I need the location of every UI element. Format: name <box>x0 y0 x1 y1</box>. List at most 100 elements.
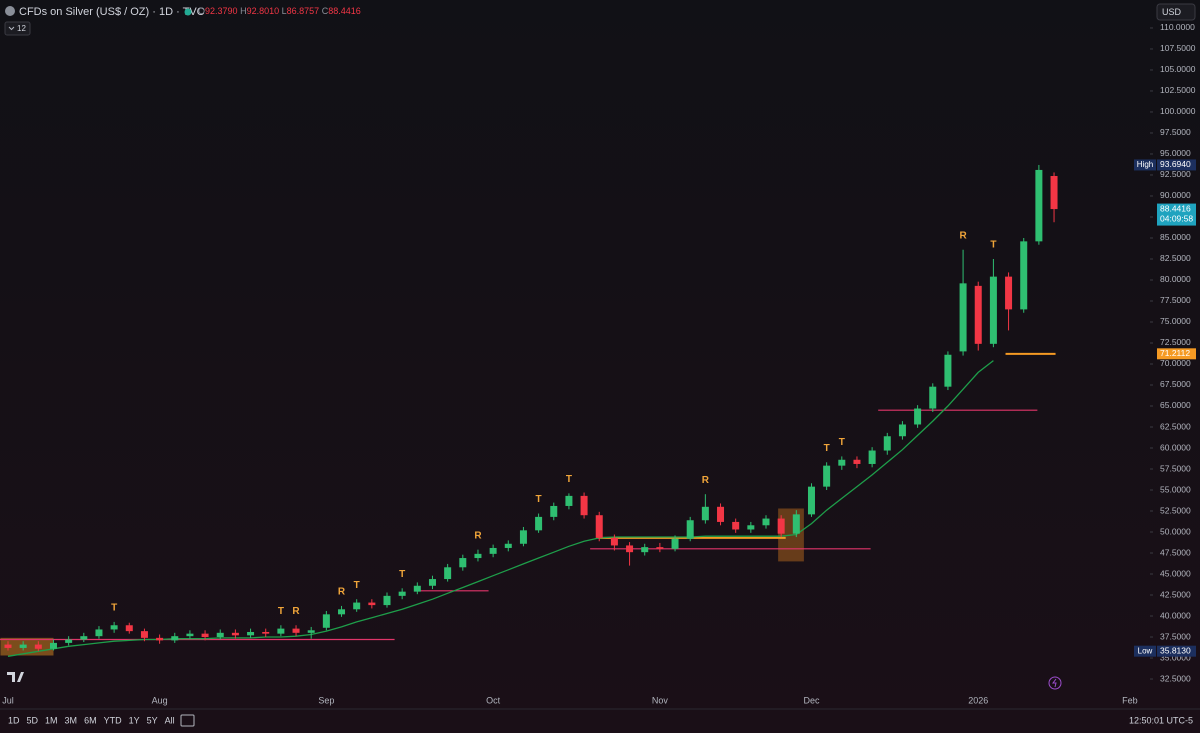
toolbar: 12:50:01 UTC-5 1D 5D 1M 3M 6M YTD 1Y 5Y All <box>8 714 1193 727</box>
y-tick-label: 110.0000 <box>1160 22 1195 32</box>
candle-body <box>641 547 649 553</box>
currency: USD <box>1162 7 1182 17</box>
y-tick-label: 40.0000 <box>1160 610 1191 620</box>
ohlc: O92.3790 H92.8010 L86.8757 C88.4416 <box>198 6 361 16</box>
candle-body <box>959 283 967 352</box>
range-button[interactable]: 6M <box>84 715 97 725</box>
candle <box>898 421 906 440</box>
ohlc-key: O <box>198 6 205 16</box>
candle <box>671 535 679 552</box>
y-tick-label: 47.5000 <box>1160 547 1191 557</box>
candle-body <box>140 631 148 638</box>
y-tick-label: 92.5000 <box>1160 169 1191 179</box>
candle <box>216 629 224 640</box>
candle-body <box>19 644 27 648</box>
candle <box>489 544 497 558</box>
clock: 12:50:01 UTC-5 <box>1129 715 1193 725</box>
candle <box>914 405 922 428</box>
x-tick-label: Oct <box>486 695 501 705</box>
range-button[interactable]: 5Y <box>147 715 158 725</box>
candle <box>974 281 982 351</box>
y-tick-label: 97.5000 <box>1160 127 1191 137</box>
candle <box>807 483 815 517</box>
candle <box>110 621 118 633</box>
candle <box>535 513 543 533</box>
candle-body <box>974 285 982 344</box>
signal-label: T <box>990 240 996 251</box>
candle-body <box>292 628 300 633</box>
candle-body <box>95 629 103 637</box>
range-button[interactable]: 1Y <box>129 715 140 725</box>
alert-icon[interactable] <box>1048 676 1062 690</box>
candle <box>883 432 891 455</box>
range-button[interactable]: 1D <box>8 715 20 725</box>
price-tag: High <box>1137 160 1153 169</box>
candle-body <box>338 609 346 615</box>
signal-label: T <box>278 606 284 617</box>
y-tick-label: 70.0000 <box>1160 358 1191 368</box>
candle-body <box>1035 169 1043 242</box>
y-tick-label: 52.5000 <box>1160 505 1191 515</box>
candle <box>171 632 179 643</box>
y-tick-label: 32.5000 <box>1160 673 1191 683</box>
candle <box>519 526 527 547</box>
indicators-toggle[interactable] <box>4 21 31 36</box>
candle <box>277 625 285 637</box>
candle <box>34 641 42 652</box>
candle <box>1050 172 1058 223</box>
candle-body <box>474 553 482 559</box>
candle <box>868 447 876 468</box>
candle <box>944 351 952 391</box>
currency-button[interactable] <box>1156 3 1196 21</box>
candle-body <box>595 515 603 538</box>
signal-label: T <box>111 603 117 614</box>
ohlc-value: 92.3790 <box>205 6 238 16</box>
candle-body <box>838 459 846 466</box>
candle-body <box>65 639 73 643</box>
range-button[interactable]: YTD <box>104 715 123 725</box>
candle <box>504 540 512 552</box>
candle <box>201 630 209 641</box>
candle <box>292 625 300 637</box>
y-tick-label: 60.0000 <box>1160 442 1191 452</box>
candle <box>231 629 239 639</box>
date-range-icon[interactable] <box>180 714 195 727</box>
candle <box>641 543 649 556</box>
candle-body <box>156 637 164 641</box>
candle-body <box>504 543 512 548</box>
candle <box>307 626 315 639</box>
candle-body <box>216 632 224 638</box>
signal-label: R <box>292 606 300 617</box>
candle <box>580 492 588 519</box>
candle-body <box>989 276 997 344</box>
candle <box>49 639 57 651</box>
indicator-count: 12 <box>17 24 26 33</box>
candle-body <box>762 518 770 526</box>
candle <box>4 641 12 651</box>
candle <box>823 462 831 491</box>
x-tick-label: 2026 <box>968 695 988 705</box>
candle <box>565 493 573 510</box>
range-button[interactable]: All <box>165 715 175 725</box>
candle <box>626 542 634 566</box>
candle-body <box>701 506 709 521</box>
candle-body <box>1005 276 1013 310</box>
y-tick-label: 100.0000 <box>1160 106 1196 116</box>
ohlc-value: 92.8010 <box>247 6 280 16</box>
x-tick-label: Aug <box>152 695 168 705</box>
signal-label: R <box>338 587 346 598</box>
y-tick-label: 75.0000 <box>1160 316 1191 326</box>
x-tick-label: Dec <box>803 695 820 705</box>
ohlc-key: L <box>282 6 287 16</box>
range-button[interactable]: 3M <box>65 715 78 725</box>
candle-body <box>186 633 194 637</box>
candle <box>747 521 755 533</box>
range-button[interactable]: 1M <box>45 715 58 725</box>
y-tick-label: 105.0000 <box>1160 64 1196 74</box>
range-button[interactable]: 5D <box>27 715 39 725</box>
ohlc-value: 88.4416 <box>328 6 361 16</box>
